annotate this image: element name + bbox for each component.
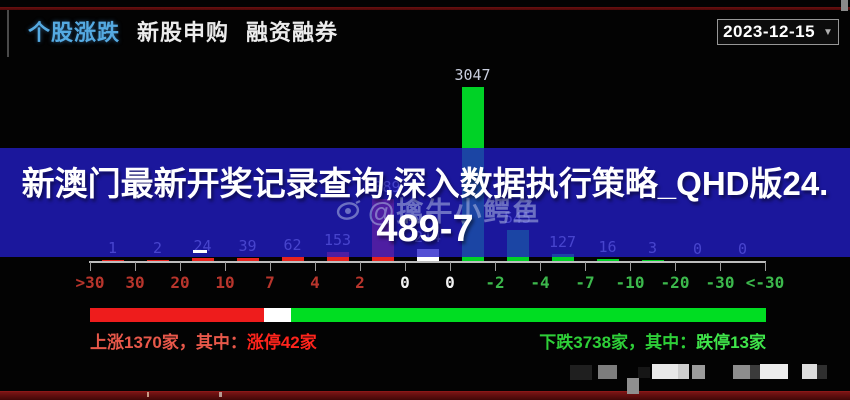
axis-tick [495,262,496,271]
chevron-down-icon: ▼ [823,26,833,38]
histogram-bar [146,260,169,261]
histogram-bar [101,260,124,261]
axis-tick [405,262,406,271]
pixel-block [570,365,592,380]
histogram-bar [596,259,619,261]
axis-tick-label: >30 [75,273,105,292]
axis-tick [630,262,631,271]
histogram-bar [191,258,214,261]
histogram-bar [641,260,664,261]
axis-tick-label: -7 [575,273,595,292]
axis-tick [135,262,136,271]
axis-tick-label: 4 [310,273,320,292]
axis-tick-label: 0 [445,273,455,292]
weibo-eye-icon [336,199,361,220]
axis-tick-label: <-30 [745,273,785,292]
ratio-up-segment [90,308,264,322]
axis-tick [585,262,586,271]
axis-tick [450,262,451,271]
axis-tick [225,262,226,271]
pixel-block [760,364,788,379]
axis-tick [360,262,361,271]
up-count-label: 上涨1370家，其中： [90,333,247,352]
axis-tick-label: 20 [170,273,190,292]
limit-down-count-label: 跌停13家 [696,333,766,352]
pixel-block [147,392,149,397]
pixel-block [638,367,650,378]
pixel-block [219,392,222,397]
axis-tick-label: -10 [615,273,645,292]
date-selector[interactable]: 2023-12-15 ▼ [717,19,839,45]
left-edge-line [7,10,9,57]
axis-tick-label: -4 [530,273,550,292]
banner-title-line2: 489-7 [376,208,474,250]
axis-tick [90,262,91,271]
axis-tick-label: -2 [485,273,505,292]
pixel-block [817,365,827,379]
banner-title-line1: 新澳门最新开奖记录查询,深入数据执行策略_QHD版24. [21,165,829,202]
histogram-bar [281,257,304,261]
axis-tick-label: 30 [125,273,145,292]
x-axis-line [89,261,766,263]
pixel-block [692,365,705,379]
ratio-flat-segment [264,308,291,322]
pixel-block [193,250,207,253]
bar-value-label: 3047 [454,66,491,84]
axis-tick [270,262,271,271]
date-value: 2023-12-15 [723,22,816,41]
axis-tick-label: 7 [265,273,275,292]
tab-stock-change[interactable]: 个股涨跌 [28,20,121,45]
weibo-watermark: @擒牛小鳄鱼 [336,190,541,229]
pixel-block [598,365,617,379]
promo-banner-overlay: @擒牛小鳄鱼 新澳门最新开奖记录查询,深入数据执行策略_QHD版24. 489-… [0,148,850,257]
tab-new-share-subscription[interactable]: 新股申购 [137,20,230,45]
axis-tick [675,262,676,271]
limit-up-count-label: 涨停42家 [246,333,317,352]
pixel-block [627,378,639,394]
tab-margin-trading[interactable]: 融资融券 [246,20,339,45]
histogram-bar [551,254,574,261]
axis-tick [315,262,316,271]
histogram-bar [236,258,259,261]
bottom-red-strip [0,391,850,400]
axis-tick [540,262,541,271]
ratio-down-segment [291,308,766,322]
axis-tick [180,262,181,271]
axis-tick-label: 10 [215,273,235,292]
top-divider-line [0,7,850,10]
axis-tick-label: -20 [660,273,690,292]
header-tabs: 个股涨跌 新股申购 融资融券 [28,15,338,47]
axis-tick [720,262,721,271]
pixel-block [750,365,760,379]
pixel-block [678,364,689,379]
breadth-ratio-bar [90,308,766,322]
pixel-block [652,364,678,379]
axis-tick [765,262,766,271]
pixel-block [802,364,817,379]
down-count-label: 下跌3738家，其中： [539,333,697,352]
watermark-text: @擒牛小鳄鱼 [368,197,542,227]
scrollbar-fragment[interactable] [841,0,848,11]
breadth-summary-text: 上涨1370家，其中：涨停42家 下跌3738家，其中：跌停13家 [0,328,850,353]
axis-tick-label: 0 [400,273,410,292]
pixel-block [733,365,750,379]
down-count-text: 下跌3738家，其中：跌停13家 [539,328,766,353]
axis-tick-label: -30 [705,273,735,292]
axis-tick-label: 2 [355,273,365,292]
up-count-text: 上涨1370家，其中：涨停42家 [90,328,317,353]
